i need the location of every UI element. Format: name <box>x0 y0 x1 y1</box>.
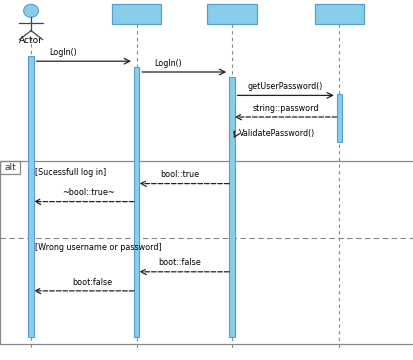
Text: LogIn(): LogIn() <box>49 48 77 57</box>
Bar <box>206 4 256 24</box>
Text: ValidatePassword(): ValidatePassword() <box>239 129 315 138</box>
Text: View: View <box>126 10 147 19</box>
Bar <box>28 56 33 337</box>
Text: ~bool::true~: ~bool::true~ <box>62 188 114 197</box>
Text: [Wrong username or password]: [Wrong username or password] <box>35 243 161 252</box>
Text: Database: Database <box>317 10 360 19</box>
Text: boot:false: boot:false <box>72 278 112 287</box>
Text: Back End: Back End <box>210 10 252 19</box>
Text: bool::true: bool::true <box>160 170 199 179</box>
Text: string::password: string::password <box>252 104 318 113</box>
Bar <box>0 161 413 344</box>
Text: alt: alt <box>4 163 16 172</box>
Bar <box>229 77 234 337</box>
Text: Actor: Actor <box>19 36 43 45</box>
Text: getUserPassword(): getUserPassword() <box>247 82 323 91</box>
Text: LogIn(): LogIn() <box>153 59 181 68</box>
Text: boot::false: boot::false <box>158 258 201 267</box>
Bar <box>133 67 139 337</box>
Circle shape <box>24 4 38 17</box>
Bar <box>336 94 341 142</box>
Text: [Sucessfull log in]: [Sucessfull log in] <box>35 168 106 177</box>
Bar <box>314 4 363 24</box>
Bar <box>112 4 161 24</box>
Bar <box>0 161 20 174</box>
